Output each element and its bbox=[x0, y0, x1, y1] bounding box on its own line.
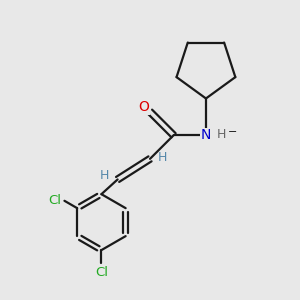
Text: O: O bbox=[139, 100, 149, 114]
Text: H: H bbox=[100, 169, 110, 182]
Text: −: − bbox=[227, 127, 237, 137]
Text: H: H bbox=[217, 128, 226, 141]
Text: Cl: Cl bbox=[48, 194, 61, 207]
Text: N: N bbox=[201, 128, 211, 142]
Text: H: H bbox=[158, 151, 167, 164]
Text: Cl: Cl bbox=[95, 266, 108, 279]
